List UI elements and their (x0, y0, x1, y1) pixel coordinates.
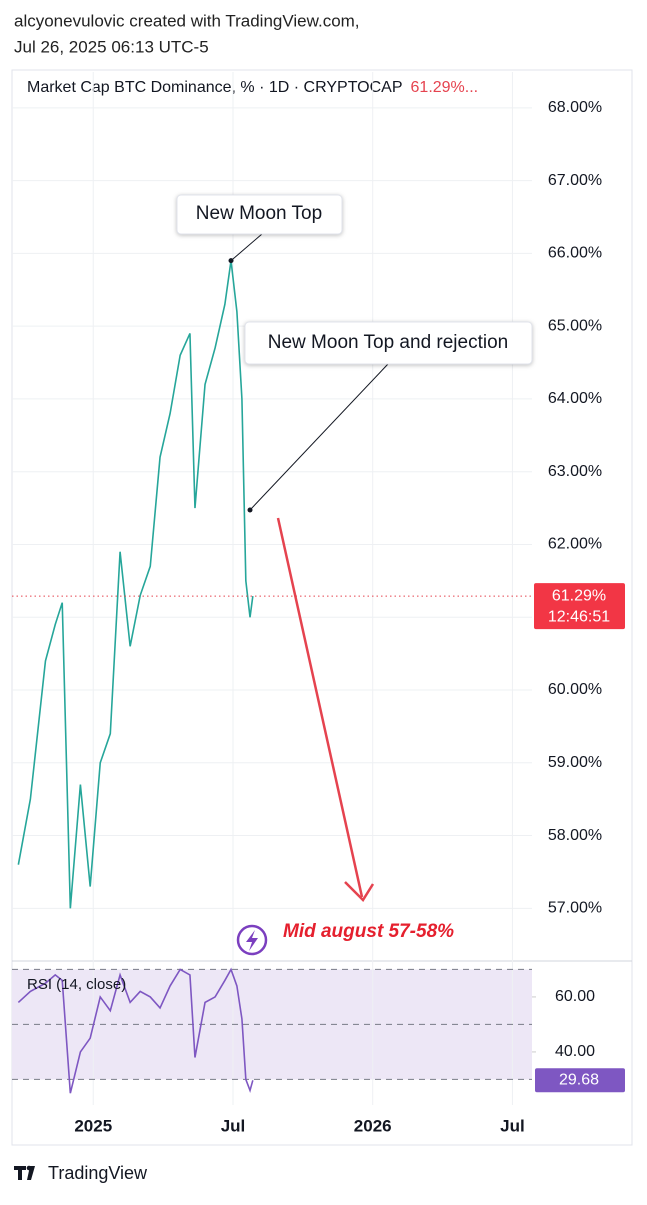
callout-line (230, 233, 263, 262)
tradingview-logo (14, 1165, 35, 1180)
y-tick-label: 63.00% (548, 463, 602, 480)
y-tick-label: 60.00 (555, 988, 595, 1005)
header-line: Jul 26, 2025 06:13 UTC-5 (14, 37, 209, 56)
price-label-box (534, 583, 625, 630)
callout-text: New Moon Top (196, 203, 322, 224)
y-tick-label: 57.00% (548, 900, 602, 917)
title-value: 61.29%... (411, 79, 479, 96)
header-line: alcyonevulovic created with TradingView.… (14, 11, 360, 30)
y-tick-label: 66.00% (548, 245, 602, 262)
y-tick-label: 60.00% (548, 681, 602, 698)
y-tick-label: 40.00 (555, 1043, 595, 1060)
y-tick-label: 58.00% (548, 827, 602, 844)
chart-frame (11, 69, 633, 1146)
x-tick-label: 2025 (74, 1116, 112, 1135)
callout-dot (247, 507, 253, 513)
callout-box (176, 194, 343, 235)
y-tick-label: 65.00% (548, 317, 602, 334)
callout-dot (228, 258, 234, 264)
countdown: 12:46:51 (548, 608, 610, 625)
plot: 2025 Jul 2026 Jul 57.00% 58.00% 59.00% 60.00% 61… (12, 72, 632, 1135)
x-tick-label: 2026 (354, 1116, 392, 1135)
y-tick-label: 68.00% (548, 99, 602, 116)
callout-box (244, 321, 533, 365)
y-tick-label: 67.00% (548, 172, 602, 189)
series-line (17, 260, 254, 909)
callout-text: New Moon Top and rejection (268, 332, 508, 353)
lightning-icon (236, 924, 268, 956)
y-tick-label: 59.00% (548, 754, 602, 771)
price-label: 61.29% (552, 587, 606, 604)
rsi-label: 29.68 (559, 1072, 599, 1089)
x-tick-label: Jul (221, 1116, 246, 1135)
rsi-title: RSI (14, close) (27, 976, 126, 993)
chart-title: Market Cap BTC Dominance, % · 1D · CRYPT… (27, 79, 478, 96)
forecast-label: Mid august 57-58% (283, 921, 454, 942)
rsi-label-box (535, 1068, 625, 1093)
arrow-head (344, 881, 375, 902)
brand: TradingView (48, 1163, 148, 1183)
series-line (17, 967, 254, 1094)
title-text: Market Cap BTC Dominance, % · 1D · CRYPT… (27, 79, 403, 96)
callout-line (249, 363, 389, 511)
x-tick-label: Jul (500, 1116, 525, 1135)
y-tick-label: 64.00% (548, 390, 602, 407)
forecast-arrow (276, 517, 364, 898)
y-tick-label: 62.00% (548, 536, 602, 553)
